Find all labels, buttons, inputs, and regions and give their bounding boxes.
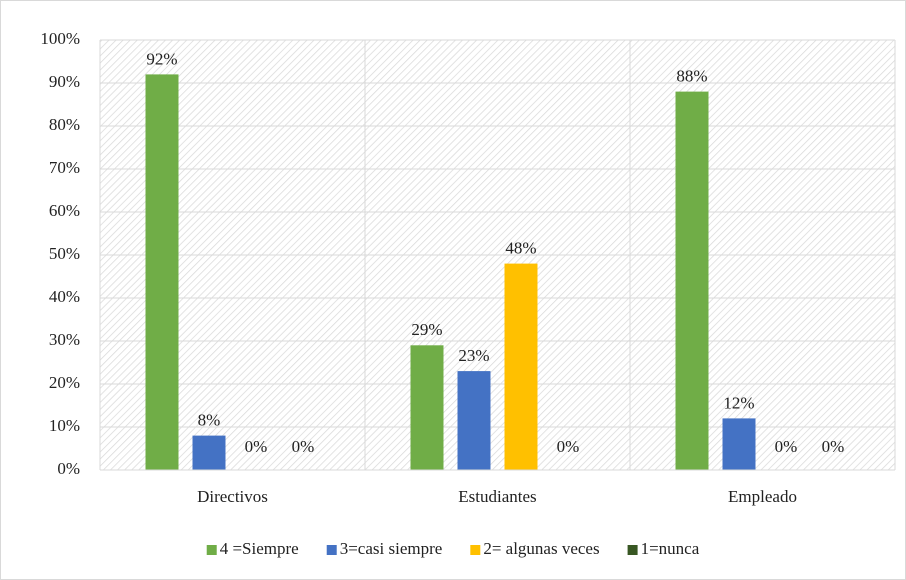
bar xyxy=(410,345,444,470)
legend: 4 =Siempre 3=casi siempre 2= algunas veces… xyxy=(206,539,700,558)
data-label: 29% xyxy=(411,320,442,339)
data-label: 23% xyxy=(458,346,489,365)
x-tick-label: Estudiantes xyxy=(458,487,536,506)
y-tick-label: 60% xyxy=(49,201,80,220)
bar xyxy=(457,371,491,470)
y-tick-label: 30% xyxy=(49,330,80,349)
data-label: 0% xyxy=(245,437,268,456)
legend-label: 1=nunca xyxy=(641,539,700,558)
y-tick-label: 90% xyxy=(49,72,80,91)
y-tick-label: 70% xyxy=(49,158,80,177)
bar xyxy=(722,418,756,470)
data-label: 0% xyxy=(292,437,315,456)
legend-label: 3=casi siempre xyxy=(340,539,443,558)
data-label: 0% xyxy=(557,437,580,456)
bar xyxy=(145,74,179,471)
y-tick-label: 10% xyxy=(49,416,80,435)
data-label: 8% xyxy=(198,411,221,430)
bar xyxy=(675,91,709,470)
data-label: 0% xyxy=(822,437,845,456)
data-label: 92% xyxy=(146,49,177,68)
data-label: 0% xyxy=(775,437,798,456)
legend-swatch xyxy=(206,545,217,555)
legend-swatch xyxy=(470,545,481,555)
y-tick-label: 0% xyxy=(57,459,80,478)
legend-label: 2= algunas veces xyxy=(483,539,599,558)
y-tick-label: 80% xyxy=(49,115,80,134)
x-tick-label: Directivos xyxy=(197,487,268,506)
legend-swatch xyxy=(627,545,638,555)
y-tick-label: 20% xyxy=(49,373,80,392)
bar xyxy=(504,263,538,470)
data-label: 88% xyxy=(676,67,707,86)
x-tick-label: Empleado xyxy=(728,487,797,506)
bar xyxy=(192,435,226,470)
y-tick-label: 100% xyxy=(40,29,80,48)
y-tick-label: 40% xyxy=(49,287,80,306)
data-label: 48% xyxy=(505,239,536,258)
legend-swatch xyxy=(326,545,337,555)
y-tick-label: 50% xyxy=(49,244,80,263)
legend-label: 4 =Siempre xyxy=(220,539,299,558)
data-label: 12% xyxy=(723,393,754,412)
